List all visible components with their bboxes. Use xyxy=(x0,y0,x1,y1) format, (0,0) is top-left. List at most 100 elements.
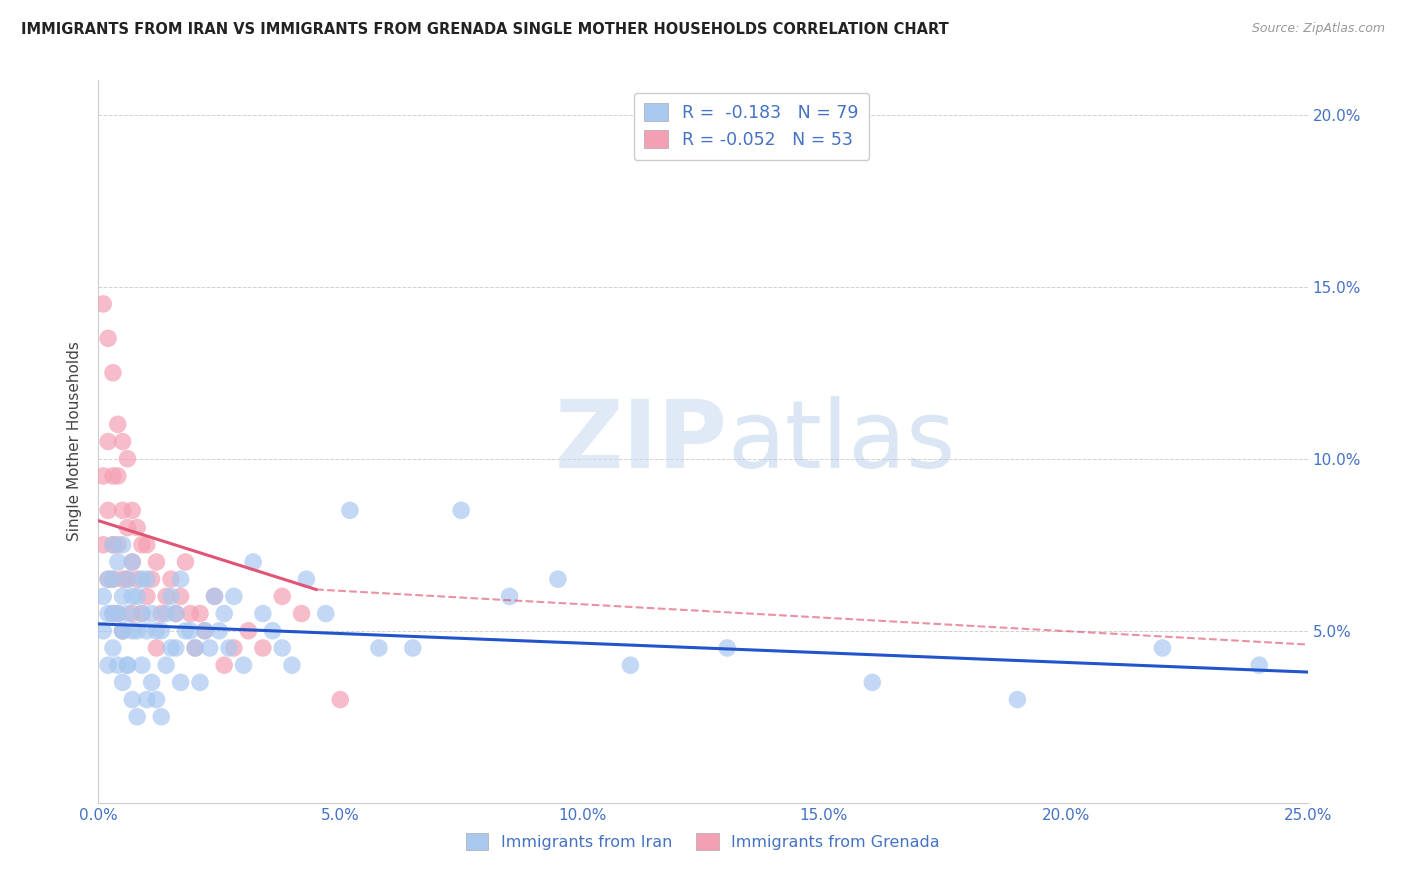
Point xyxy=(188,607,211,621)
Point xyxy=(121,692,143,706)
Point xyxy=(127,590,149,604)
Point xyxy=(121,555,143,569)
Point xyxy=(141,607,163,621)
Point xyxy=(121,624,143,638)
Point xyxy=(252,607,274,621)
Point xyxy=(97,658,120,673)
Point xyxy=(169,675,191,690)
Point xyxy=(117,658,139,673)
Point xyxy=(97,331,120,345)
Point xyxy=(111,624,134,638)
Point xyxy=(97,434,120,449)
Point xyxy=(101,572,124,586)
Point xyxy=(101,607,124,621)
Point xyxy=(498,590,520,604)
Point xyxy=(97,572,120,586)
Point xyxy=(135,590,157,604)
Point xyxy=(150,607,173,621)
Point xyxy=(165,640,187,655)
Point xyxy=(135,624,157,638)
Point xyxy=(179,607,201,621)
Point xyxy=(91,538,114,552)
Point xyxy=(101,572,124,586)
Point xyxy=(184,640,207,655)
Point xyxy=(1249,658,1271,673)
Point xyxy=(97,503,120,517)
Point xyxy=(339,503,361,517)
Point xyxy=(145,692,167,706)
Point xyxy=(121,503,143,517)
Point xyxy=(188,675,211,690)
Point xyxy=(107,607,129,621)
Point xyxy=(281,658,304,673)
Point xyxy=(150,624,173,638)
Point xyxy=(131,572,153,586)
Point xyxy=(169,572,191,586)
Point xyxy=(179,624,201,638)
Point xyxy=(329,692,352,706)
Point xyxy=(111,590,134,604)
Point xyxy=(295,572,318,586)
Point xyxy=(131,538,153,552)
Point xyxy=(160,640,183,655)
Point xyxy=(131,658,153,673)
Point xyxy=(107,469,129,483)
Point xyxy=(145,624,167,638)
Text: atlas: atlas xyxy=(727,395,956,488)
Point xyxy=(101,607,124,621)
Point xyxy=(547,572,569,586)
Point xyxy=(117,451,139,466)
Point xyxy=(145,640,167,655)
Point xyxy=(131,607,153,621)
Point xyxy=(135,538,157,552)
Point xyxy=(121,555,143,569)
Legend: Immigrants from Iran, Immigrants from Grenada: Immigrants from Iran, Immigrants from Gr… xyxy=(460,827,946,856)
Point xyxy=(107,555,129,569)
Point xyxy=(165,607,187,621)
Point xyxy=(232,658,254,673)
Point xyxy=(101,366,124,380)
Y-axis label: Single Mother Households: Single Mother Households xyxy=(67,342,83,541)
Text: Source: ZipAtlas.com: Source: ZipAtlas.com xyxy=(1251,22,1385,36)
Point xyxy=(135,572,157,586)
Point xyxy=(111,572,134,586)
Point xyxy=(121,590,143,604)
Point xyxy=(368,640,391,655)
Point xyxy=(222,590,245,604)
Text: IMMIGRANTS FROM IRAN VS IMMIGRANTS FROM GRENADA SINGLE MOTHER HOUSEHOLDS CORRELA: IMMIGRANTS FROM IRAN VS IMMIGRANTS FROM … xyxy=(21,22,949,37)
Point xyxy=(111,434,134,449)
Point xyxy=(238,624,260,638)
Point xyxy=(101,469,124,483)
Point xyxy=(155,590,177,604)
Point xyxy=(117,607,139,621)
Point xyxy=(145,555,167,569)
Point xyxy=(127,520,149,534)
Point xyxy=(155,607,177,621)
Point xyxy=(218,640,240,655)
Point xyxy=(222,640,245,655)
Point xyxy=(160,572,183,586)
Point xyxy=(107,417,129,432)
Point xyxy=(101,538,124,552)
Point xyxy=(117,520,139,534)
Point xyxy=(91,624,114,638)
Point xyxy=(117,572,139,586)
Point xyxy=(160,590,183,604)
Point xyxy=(101,538,124,552)
Point xyxy=(127,624,149,638)
Point xyxy=(97,572,120,586)
Point xyxy=(194,624,217,638)
Point xyxy=(111,624,134,638)
Point xyxy=(107,538,129,552)
Point xyxy=(169,590,191,604)
Point xyxy=(107,658,129,673)
Point xyxy=(127,572,149,586)
Point xyxy=(91,297,114,311)
Point xyxy=(111,503,134,517)
Point xyxy=(450,503,472,517)
Point xyxy=(204,590,226,604)
Point xyxy=(208,624,231,638)
Point xyxy=(127,710,149,724)
Point xyxy=(262,624,284,638)
Point xyxy=(111,538,134,552)
